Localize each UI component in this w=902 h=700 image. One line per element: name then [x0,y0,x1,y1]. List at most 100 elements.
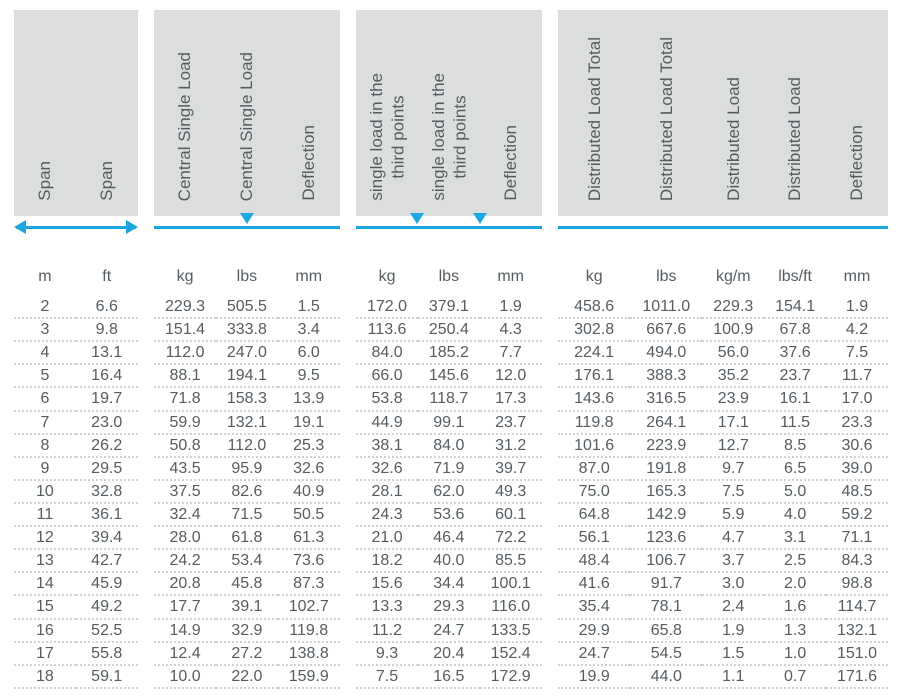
cell: 11.5 [764,411,826,434]
cell: 65.8 [630,619,702,642]
cell: 9.3 [356,642,418,665]
cell: 9.5 [278,364,340,387]
row-gap [542,480,558,503]
cell: 16.4 [76,364,138,387]
cell: 56.1 [558,526,630,549]
cell: 49.2 [76,595,138,618]
cell: 3.4 [278,318,340,341]
cell: 13.3 [356,595,418,618]
units-row: m ft kg lbs mm kg lbs mm kg lbs kg/m lbs… [14,238,888,296]
cell: 4 [14,341,76,364]
cell: 71.9 [418,457,480,480]
col-header-label: Distributed Load [723,67,744,211]
cell: 39.0 [826,457,888,480]
cell: 32.4 [154,503,216,526]
indicator-row [14,216,888,238]
cell: 44.9 [356,411,418,434]
cell: 84.0 [356,341,418,364]
cell: 5.0 [764,480,826,503]
cell: 36.1 [76,503,138,526]
cell: 0.7 [764,665,826,688]
cell: 2 [14,296,76,318]
cell: 2.4 [702,595,764,618]
cell: 185.2 [418,341,480,364]
cell: 23.9 [702,387,764,410]
cell: 18 [14,665,76,688]
row-gap [340,642,356,665]
table-row: 1239.428.061.861.321.046.472.256.1123.64… [14,526,888,549]
row-gap [340,595,356,618]
row-gap [138,296,154,318]
cell: 123.6 [630,526,702,549]
cell: 39.1 [216,595,278,618]
col-header: Central Single Load [216,10,278,216]
row-gap [340,434,356,457]
cell: 55.8 [76,642,138,665]
cell: 250.4 [418,318,480,341]
cell: 142.9 [630,503,702,526]
col-header-label: Deflection [500,115,521,211]
cell: 102.7 [278,595,340,618]
cell: 20.8 [154,572,216,595]
cell: 72.2 [480,526,542,549]
cell: 151.0 [826,642,888,665]
cell: 112.0 [154,341,216,364]
cell: 1.1 [702,665,764,688]
cell: 35.2 [702,364,764,387]
cell: 62.0 [418,480,480,503]
cell: 1.6 [764,595,826,618]
unit-label: m [14,238,76,296]
cell: 15.6 [356,572,418,595]
cell: 53.8 [356,387,418,410]
distributed-load-icon [558,216,888,238]
cell: 45.9 [76,572,138,595]
cell: 12 [14,526,76,549]
cell: 34.4 [418,572,480,595]
cell: 133.5 [480,619,542,642]
cell: 100.1 [480,572,542,595]
cell: 59.1 [76,665,138,688]
col-header: single load in thethird points [356,10,418,216]
row-gap [542,318,558,341]
cell: 88.1 [154,364,216,387]
cell: 12.7 [702,434,764,457]
cell: 145.6 [418,364,480,387]
central-load-icon [154,216,339,238]
load-table: Span Span Central Single Load Central Si… [14,10,888,689]
cell: 11 [14,503,76,526]
cell: 32.8 [76,480,138,503]
cell: 143.6 [558,387,630,410]
col-header: Distributed Load [702,10,764,216]
cell: 38.1 [356,434,418,457]
row-gap [340,480,356,503]
cell: 6.0 [278,341,340,364]
cell: 119.8 [278,619,340,642]
cell: 5.9 [702,503,764,526]
cell: 23.3 [826,411,888,434]
table-row: 516.488.1194.19.566.0145.612.0176.1388.3… [14,364,888,387]
row-gap [138,318,154,341]
cell: 12.0 [480,364,542,387]
row-gap [138,434,154,457]
cell: 1.0 [764,642,826,665]
row-gap [542,457,558,480]
cell: 42.7 [76,549,138,572]
col-header: Central Single Load [154,10,216,216]
cell: 32.6 [278,457,340,480]
table-row: 1445.920.845.887.315.634.4100.141.691.73… [14,572,888,595]
cell: 50.5 [278,503,340,526]
row-gap [340,457,356,480]
cell: 91.7 [630,572,702,595]
cell: 59.9 [154,411,216,434]
cell: 3.0 [702,572,764,595]
row-gap [340,318,356,341]
table-row: 826.250.8112.025.338.184.031.2101.6223.9… [14,434,888,457]
cell: 40.9 [278,480,340,503]
cell: 45.8 [216,572,278,595]
cell: 17 [14,642,76,665]
cell: 48.5 [826,480,888,503]
col-header: Distributed Load [764,10,826,216]
cell: 10.0 [154,665,216,688]
cell: 119.8 [558,411,630,434]
cell: 112.0 [216,434,278,457]
